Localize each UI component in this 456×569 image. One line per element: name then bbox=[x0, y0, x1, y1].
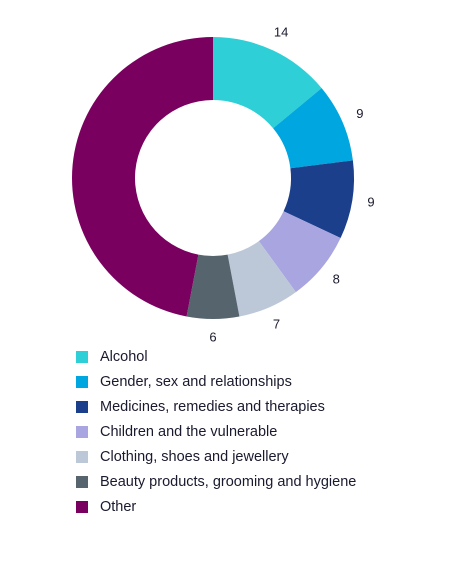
legend-swatch bbox=[76, 351, 88, 363]
legend-label: Clothing, shoes and jewellery bbox=[100, 449, 289, 465]
donut-slice bbox=[283, 160, 354, 239]
donut-slice bbox=[72, 37, 213, 317]
legend-swatch bbox=[76, 426, 88, 438]
donut-slice bbox=[213, 37, 322, 129]
data-label: 9 bbox=[356, 106, 363, 121]
legend-swatch bbox=[76, 376, 88, 388]
data-label: 7 bbox=[273, 316, 280, 331]
legend-swatch bbox=[76, 476, 88, 488]
legend-swatch bbox=[76, 501, 88, 513]
donut-slice bbox=[258, 211, 341, 293]
legend-label: Gender, sex and relationships bbox=[100, 374, 292, 390]
legend-label: Other bbox=[100, 499, 136, 515]
donut-slice bbox=[227, 241, 296, 317]
legend-swatch bbox=[76, 401, 88, 413]
donut-slice bbox=[186, 254, 240, 319]
donut-slice bbox=[273, 88, 353, 169]
data-label: 9 bbox=[367, 194, 374, 209]
legend-label: Alcohol bbox=[100, 349, 148, 365]
data-label: 14 bbox=[274, 25, 288, 40]
data-label: 6 bbox=[209, 329, 216, 344]
legend-label: Children and the vulnerable bbox=[100, 424, 277, 440]
legend-label: Beauty products, grooming and hygiene bbox=[100, 474, 356, 490]
legend-swatch bbox=[76, 451, 88, 463]
data-label: 8 bbox=[333, 271, 340, 286]
legend-label: Medicines, remedies and therapies bbox=[100, 399, 325, 415]
